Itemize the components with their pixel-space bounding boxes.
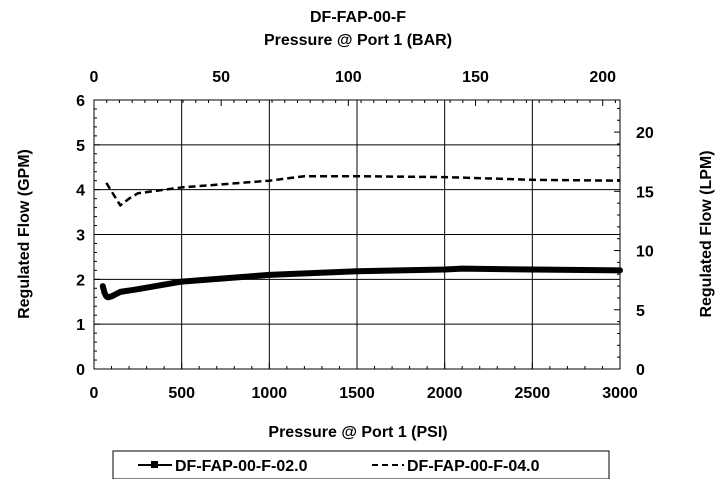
legend-label-series-2: DF-FAP-00-F-04.0 [407, 458, 540, 475]
y2-tick-label: 0 [636, 362, 645, 379]
x-tick-label: 500 [168, 385, 195, 402]
x-tick-label: 0 [90, 385, 99, 402]
x-tick-label: 1000 [252, 385, 288, 402]
y-tick-label: 5 [76, 138, 85, 155]
tick-layer [93, 99, 621, 370]
grid-layer [94, 100, 620, 369]
y-tick-label: 3 [76, 228, 85, 245]
x2-tick-label: 200 [589, 69, 616, 86]
y-tick-label: 6 [76, 93, 85, 110]
top-axis-title: Pressure @ Port 1 (BAR) [264, 32, 452, 49]
x-tick-label: 3000 [602, 385, 638, 402]
x-tick-label: 2500 [515, 385, 551, 402]
x2-tick-label: 100 [335, 69, 362, 86]
x-axis-title: Pressure @ Port 1 (PSI) [268, 424, 447, 441]
y-axis-title: Regulated Flow (GPM) [16, 149, 33, 319]
x2-tick-label: 150 [462, 69, 489, 86]
y2-tick-label: 15 [636, 184, 654, 201]
y2-tick-label: 5 [636, 303, 645, 320]
series-line-2 [105, 174, 621, 207]
y2-tick-label: 10 [636, 244, 654, 261]
legend-box [112, 450, 610, 479]
x-tick-label: 2000 [427, 385, 463, 402]
y-tick-label: 0 [76, 362, 85, 379]
y2-tick-label: 20 [636, 125, 654, 142]
legend: DF-FAP-00-F-02.0 DF-FAP-00-F-04.0 [112, 450, 610, 479]
x2-tick-label: 0 [90, 69, 99, 86]
y-tick-label: 1 [76, 317, 85, 334]
series-layer [99, 174, 623, 301]
x2-tick-label: 50 [212, 69, 230, 86]
y-tick-label: 2 [76, 272, 85, 289]
y2-axis-title: Regulated Flow (LPM) [698, 150, 715, 317]
legend-marker-series-1 [151, 461, 158, 468]
x-tick-label: 1500 [339, 385, 375, 402]
legend-label-series-1: DF-FAP-00-F-02.0 [175, 458, 308, 475]
y-tick-label: 4 [76, 183, 85, 200]
series-line-1 [99, 265, 623, 301]
chart-title: DF-FAP-00-F [310, 9, 406, 26]
